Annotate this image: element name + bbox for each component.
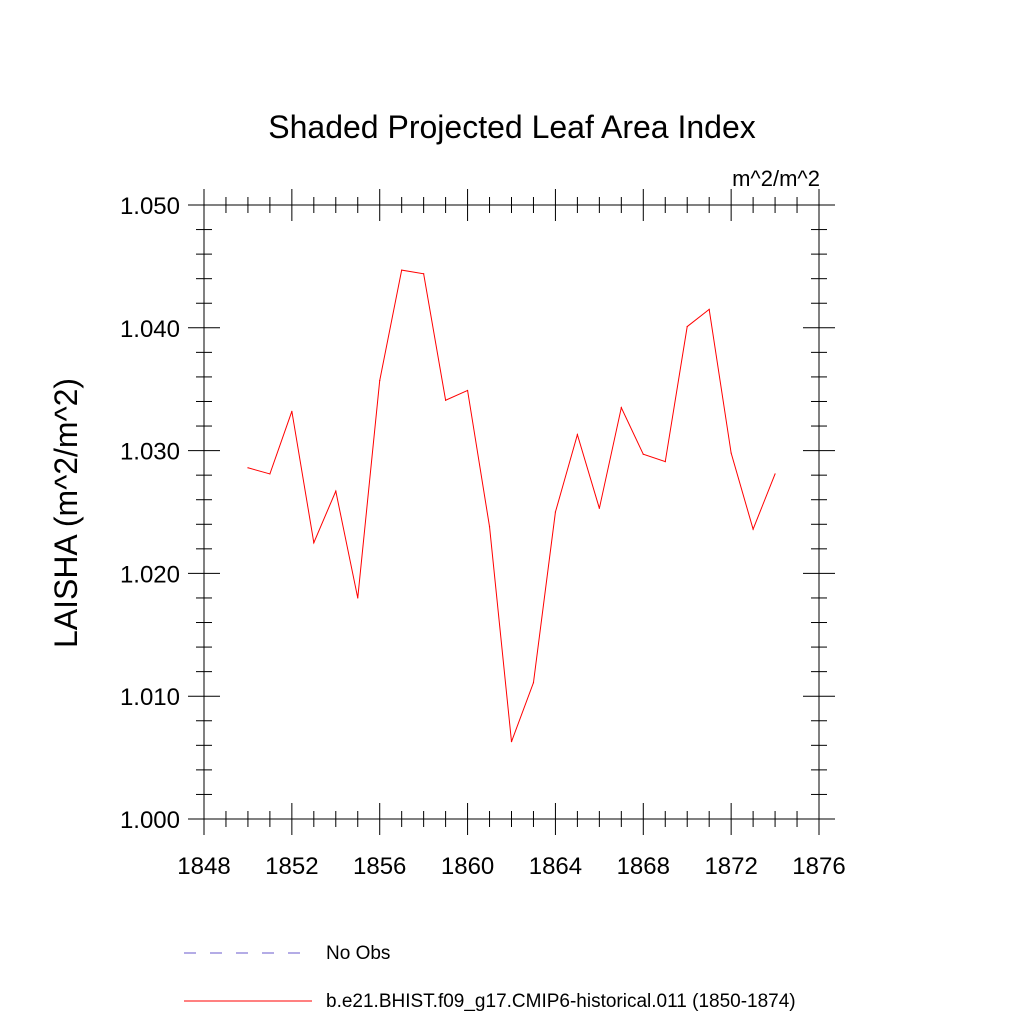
data-point: [686, 325, 688, 328]
data-point: [708, 308, 710, 310]
x-tick-labels: 1848 1852 1856 1860 1864 1868 1872 1876: [177, 853, 845, 880]
data-point: [598, 507, 600, 509]
units-label: m^2/m^2: [732, 166, 820, 191]
data-point: [423, 273, 425, 275]
legend-label-historical: b.e21.BHIST.f09_g17.CMIP6-historical.011…: [326, 991, 796, 1012]
x-tick-label: 1856: [353, 853, 406, 880]
series-line: [247, 269, 776, 742]
data-point: [664, 461, 666, 463]
data-point: [247, 467, 249, 469]
series-group: [247, 269, 776, 743]
y-axis-label: LAISHA (m^2/m^2): [48, 378, 84, 648]
data-point: [752, 528, 754, 530]
data-point: [730, 452, 732, 454]
y-tick-label: 1.010: [120, 684, 180, 711]
chart-title: Shaded Projected Leaf Area Index: [268, 109, 755, 145]
data-point: [576, 434, 578, 436]
data-point: [488, 526, 491, 528]
y-tick-label: 1.030: [120, 439, 180, 466]
x-tick-label: 1860: [441, 853, 494, 880]
y-tick-label: 1.040: [120, 316, 180, 343]
data-point: [291, 410, 293, 412]
data-point: [401, 269, 403, 271]
data-point: [642, 453, 644, 455]
plot-frame: [203, 204, 820, 820]
data-point: [554, 511, 557, 513]
data-point: [379, 380, 381, 382]
data-point: [774, 473, 776, 475]
data-point: [269, 473, 271, 475]
x-tick-label: 1852: [265, 853, 318, 880]
data-point: [313, 542, 315, 544]
data-point: [620, 407, 622, 409]
x-tick-label: 1864: [529, 853, 582, 880]
y-tick-labels: 1.000 1.010 1.020 1.030 1.040 1.050: [120, 193, 180, 834]
data-point: [445, 399, 447, 401]
minor-ticks: [196, 197, 827, 827]
data-point: [532, 682, 535, 684]
legend-label-no-obs: No Obs: [326, 943, 390, 964]
y-tick-label: 1.000: [120, 807, 180, 834]
x-tick-label: 1848: [177, 853, 230, 880]
data-point: [466, 389, 469, 392]
y-tick-label: 1.050: [120, 193, 180, 220]
data-point: [510, 741, 513, 743]
x-tick-label: 1876: [792, 853, 845, 880]
x-tick-label: 1868: [617, 853, 670, 880]
legend: No Obs b.e21.BHIST.f09_g17.CMIP6-histori…: [184, 943, 796, 1012]
y-tick-label: 1.020: [120, 561, 180, 588]
data-point: [335, 490, 337, 492]
x-tick-label: 1872: [704, 853, 757, 880]
data-point: [357, 597, 359, 599]
